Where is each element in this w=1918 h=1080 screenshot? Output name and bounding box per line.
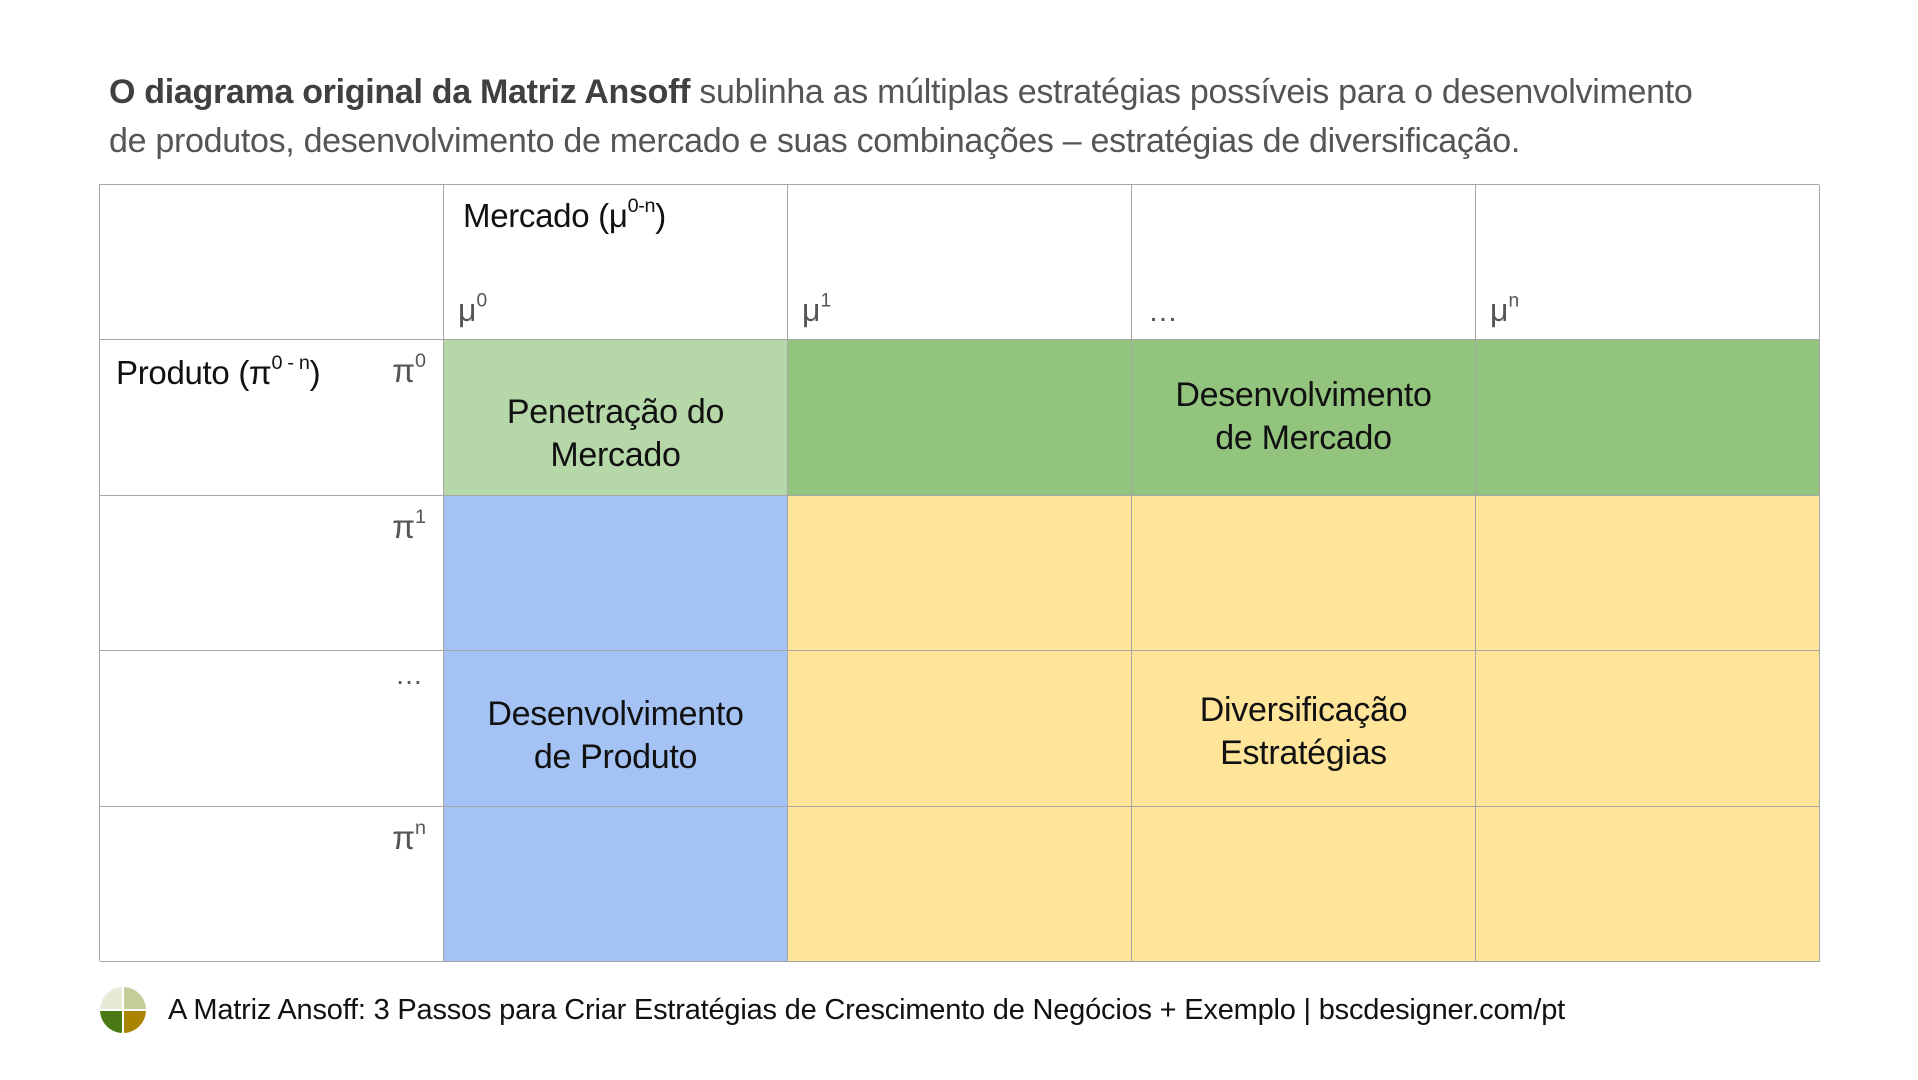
cell-pin-mu0 bbox=[444, 806, 788, 962]
cell-pin-mu-ellipsis bbox=[1132, 806, 1476, 962]
title-line-1: O diagrama original da Matriz Ansoff sub… bbox=[109, 68, 1869, 117]
product-label-ellipsis: … bbox=[395, 659, 426, 690]
ansoff-matrix: Mercado (μ0-n) μ0 μ1 … μn Produto (π0 - … bbox=[99, 184, 1820, 962]
quadrant-diversification: Diversificação Estratégias bbox=[1132, 651, 1476, 807]
cell-pi-ellipsis-mu1 bbox=[788, 651, 1132, 807]
cell-pi1-mun bbox=[1476, 495, 1820, 651]
market-label-0: μ0 bbox=[458, 290, 488, 328]
quadrant-market-development: Desenvolvimento de Mercado bbox=[1132, 340, 1476, 496]
row-header-pin: πn bbox=[100, 806, 444, 962]
footer-caption: A Matriz Ansoff: 3 Passos para Criar Est… bbox=[168, 993, 1565, 1026]
market-axis-label: Mercado (μ0-n) bbox=[463, 195, 666, 234]
title-bold: O diagrama original da Matriz Ansoff bbox=[109, 73, 691, 111]
market-label-1: μ1 bbox=[802, 290, 832, 328]
product-label-0: π0 bbox=[392, 350, 426, 389]
cell-pi1-mu-ellipsis bbox=[1132, 495, 1476, 651]
market-label-ellipsis: … bbox=[1148, 295, 1181, 328]
header-mu0: Mercado (μ0-n) μ0 bbox=[444, 185, 788, 340]
cell-pi1-mu0 bbox=[444, 495, 788, 651]
bsc-designer-logo-icon bbox=[100, 987, 146, 1033]
quadrant-market-penetration: Penetração do Mercado bbox=[444, 340, 788, 496]
cell-pi0-mun bbox=[1476, 340, 1820, 496]
market-penetration-label: Penetração do Mercado bbox=[506, 393, 725, 474]
cell-pin-mu1 bbox=[788, 806, 1132, 962]
product-development-label: Desenvolvimento de Produto bbox=[487, 695, 744, 776]
cell-pin-mun bbox=[1476, 806, 1820, 962]
product-label-n: πn bbox=[392, 816, 426, 856]
header-mu-ellipsis: … bbox=[1132, 185, 1476, 340]
title-rest: sublinha as múltiplas estratégias possív… bbox=[690, 73, 1693, 111]
row-header-pi1: π1 bbox=[100, 495, 444, 651]
title-line-2: de produtos, desenvolvimento de mercado … bbox=[109, 122, 1520, 160]
product-label-1: π1 bbox=[392, 505, 426, 545]
cell-pi1-mu1 bbox=[788, 495, 1132, 651]
corner-cell bbox=[100, 185, 444, 340]
product-axis-label: Produto (π0 - n) bbox=[116, 352, 321, 391]
quadrant-product-development: Desenvolvimento de Produto bbox=[444, 651, 788, 807]
row-header-pi0: Produto (π0 - n) π0 bbox=[100, 340, 444, 496]
market-label-n: μn bbox=[1490, 290, 1520, 328]
diversification-label: Diversificação Estratégias bbox=[1199, 691, 1408, 772]
header-mun: μn bbox=[1476, 185, 1820, 340]
cell-pi-ellipsis-mun bbox=[1476, 651, 1820, 807]
footer: A Matriz Ansoff: 3 Passos para Criar Est… bbox=[100, 987, 1565, 1033]
cell-pi0-mu1 bbox=[788, 340, 1132, 496]
header-mu1: μ1 bbox=[788, 185, 1132, 340]
row-header-pi-ellipsis: … bbox=[100, 651, 444, 807]
page-title: O diagrama original da Matriz Ansoff sub… bbox=[109, 68, 1869, 166]
market-development-label: Desenvolvimento de Mercado bbox=[1175, 376, 1432, 457]
